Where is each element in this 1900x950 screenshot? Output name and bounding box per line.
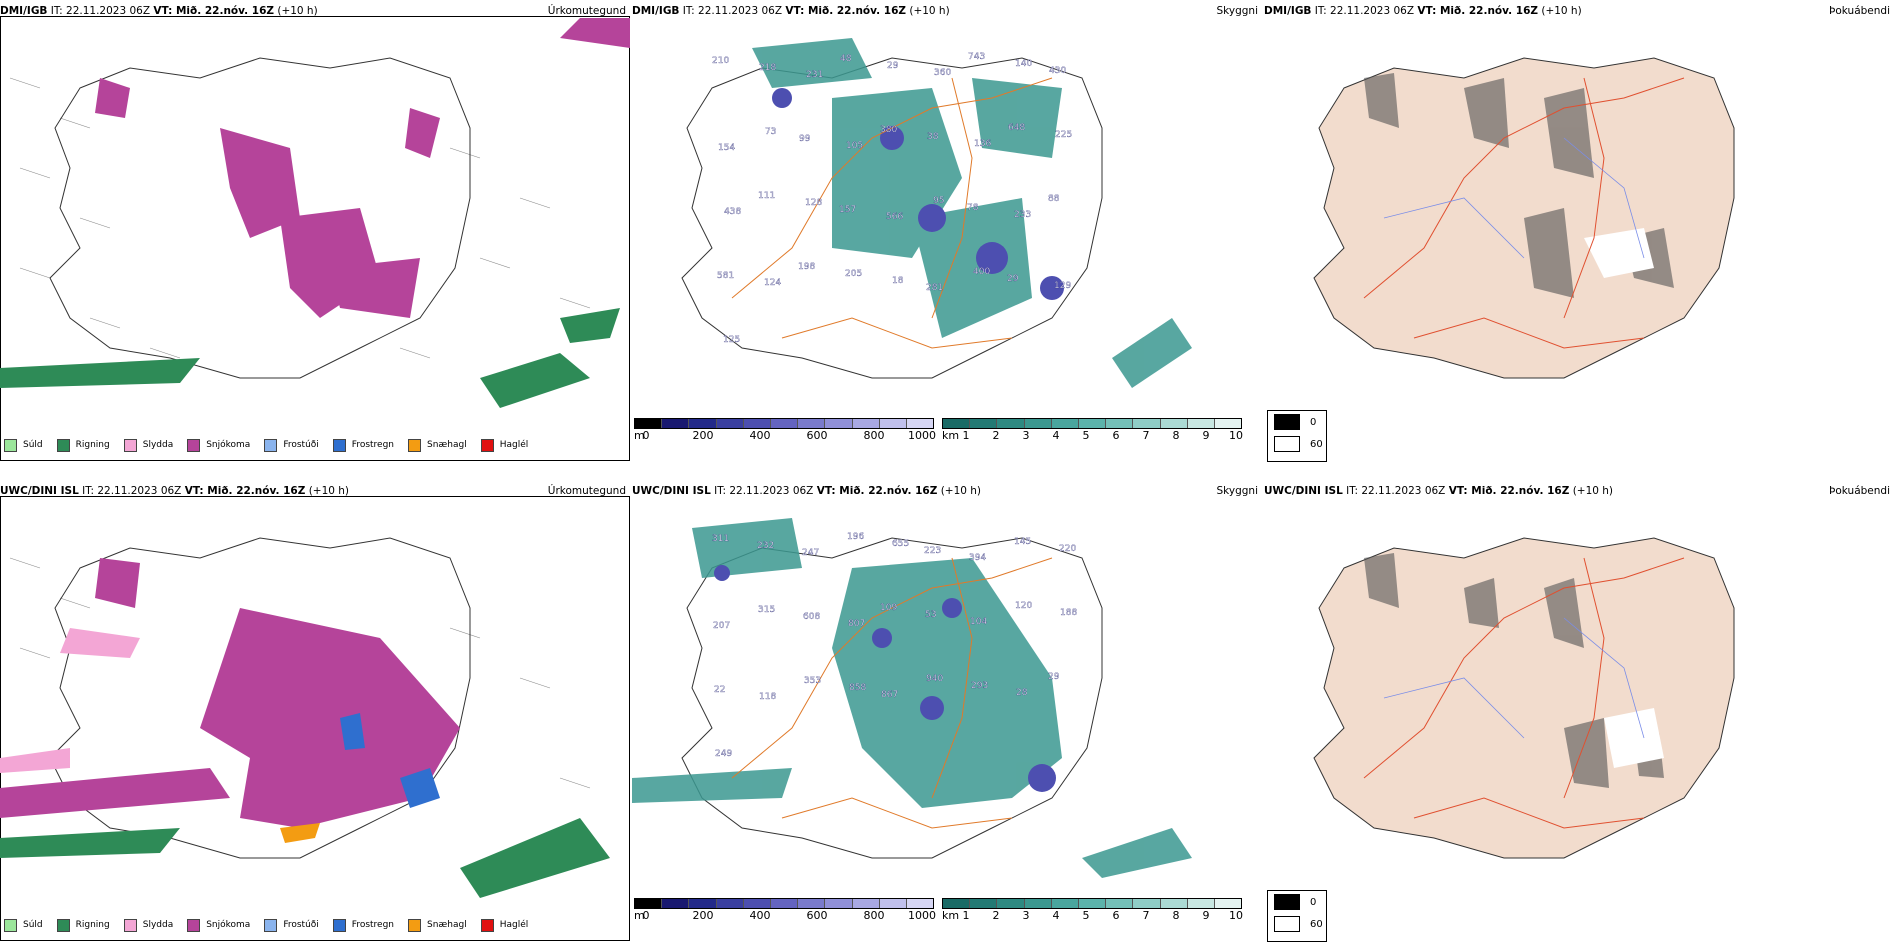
tick-label: 600 xyxy=(806,429,828,442)
panel-header: DMI/IGB IT: 22.11.2023 06Z VT: Mið. 22.n… xyxy=(1264,0,1894,22)
legend-item: Snjókoma xyxy=(187,918,250,932)
panel-title: Úrkomutegund xyxy=(547,5,626,17)
visibility-panel-bottom: UWC/DINI ISL IT: 22.11.2023 06Z VT: Mið.… xyxy=(632,480,1327,950)
precip-panel-bottom: UWC/DINI ISL IT: 22.11.2023 06Z VT: Mið.… xyxy=(0,480,630,950)
tick-label: 7 xyxy=(1142,909,1150,922)
tick-label: 6 xyxy=(1112,909,1120,922)
tick-label: 8 xyxy=(1172,909,1180,922)
tick-label: 3 xyxy=(1022,909,1030,922)
panel-header: DMI/IGB IT: 22.11.2023 06Z VT: Mið. 22.n… xyxy=(632,0,1262,22)
panel-header: DMI/IGB IT: 22.11.2023 06Z VT: Mið. 22.n… xyxy=(0,0,630,22)
tick-label: 7 xyxy=(1142,429,1150,442)
fog-map xyxy=(1313,537,1735,859)
panel-title: Úrkomutegund xyxy=(547,485,626,497)
tick-label: 8 xyxy=(1172,429,1180,442)
tick-label: 400 xyxy=(749,909,771,922)
legend-item: Haglél xyxy=(480,918,528,932)
elev-unit: m xyxy=(634,909,645,922)
precip-legend: Súld Rigning Slydda Snjókoma Frostúði Fr… xyxy=(4,434,542,456)
legend-item: Frostregn xyxy=(332,918,394,932)
legend-item: Frostúði xyxy=(264,918,319,932)
tick-label: 9 xyxy=(1202,909,1210,922)
vis-unit: km xyxy=(942,909,960,922)
tick-label: 10 xyxy=(1229,429,1243,442)
tick-label: 5 xyxy=(1082,909,1090,922)
tick-label: 10 xyxy=(1229,909,1243,922)
legend-item: Snæhagl xyxy=(408,438,467,452)
legend-item: Súld xyxy=(4,918,43,932)
tick-label: 1000 xyxy=(908,429,936,442)
legend-item: Snjókoma xyxy=(187,438,250,452)
precip-map xyxy=(0,18,630,408)
tick-label: 200 xyxy=(692,429,714,442)
fog-panel-bottom: UWC/DINI ISL IT: 22.11.2023 06Z VT: Mið.… xyxy=(1264,480,1894,950)
tick-label: 1 xyxy=(962,429,970,442)
visibility-map xyxy=(681,38,1192,388)
tick-label: 1000 xyxy=(908,909,936,922)
fog-legend: 0 60 xyxy=(1267,890,1327,942)
visibility-colorbar: km 1 2 3 4 5 6 7 8 9 10 xyxy=(942,898,1243,923)
legend-item: Slydda xyxy=(123,438,173,452)
panel-header: UWC/DINI ISL IT: 22.11.2023 06Z VT: Mið.… xyxy=(1264,480,1894,502)
panel-header: UWC/DINI ISL IT: 22.11.2023 06Z VT: Mið.… xyxy=(0,480,630,502)
elevation-colorbar: m 0 200 400 600 800 1000 xyxy=(634,898,936,923)
precip-legend: Súld Rigning Slydda Snjókoma Frostúði Fr… xyxy=(4,914,542,936)
tick-label: 800 xyxy=(863,909,885,922)
tick-label: 4 xyxy=(1052,909,1060,922)
tick-label: 400 xyxy=(749,429,771,442)
map-frame xyxy=(0,16,630,461)
tick-label: 200 xyxy=(692,909,714,922)
legend-item: Haglél xyxy=(480,438,528,452)
tick-label: 9 xyxy=(1202,429,1210,442)
tick-label: 0 xyxy=(642,909,650,922)
panel-header: UWC/DINI ISL IT: 22.11.2023 06Z VT: Mið.… xyxy=(632,480,1262,502)
panel-title: Þokuábendi xyxy=(1829,5,1890,17)
tick-label: 3 xyxy=(1022,429,1030,442)
map-frame xyxy=(0,496,630,941)
panel-title: Skyggni xyxy=(1216,5,1259,17)
tick-label: 4 xyxy=(1052,429,1060,442)
tick-label: 1 xyxy=(962,909,970,922)
legend-item: Slydda xyxy=(123,918,173,932)
tick-label: 0 xyxy=(642,429,650,442)
tick-label: 5 xyxy=(1082,429,1090,442)
visibility-colorbar: km 1 2 3 4 5 6 7 8 9 10 xyxy=(942,418,1243,443)
visibility-panel-top: DMI/IGB IT: 22.11.2023 06Z VT: Mið. 22.n… xyxy=(632,0,1327,470)
legend-item: Snæhagl xyxy=(408,918,467,932)
fog-panel-top: DMI/IGB IT: 22.11.2023 06Z VT: Mið. 22.n… xyxy=(1264,0,1894,470)
visibility-map xyxy=(632,518,1192,878)
tick-label: 2 xyxy=(992,429,1000,442)
tick-label: 800 xyxy=(863,429,885,442)
precip-panel-top: DMI/IGB IT: 22.11.2023 06Z VT: Mið. 22.n… xyxy=(0,0,630,470)
legend-item: Frostúði xyxy=(264,438,319,452)
precip-map xyxy=(0,537,610,898)
fog-legend: 0 60 xyxy=(1267,410,1327,462)
elevation-colorbar: m 0 200 400 600 800 1000 xyxy=(634,418,936,443)
legend-item: Súld xyxy=(4,438,43,452)
fog-map xyxy=(1313,57,1735,379)
tick-label: 2 xyxy=(992,909,1000,922)
vis-unit: km xyxy=(942,429,960,442)
tick-label: 6 xyxy=(1112,429,1120,442)
tick-label: 600 xyxy=(806,909,828,922)
legend-item: Frostregn xyxy=(332,438,394,452)
panel-title: Skyggni xyxy=(1216,485,1259,497)
panel-title: Þokuábendi xyxy=(1829,485,1890,497)
legend-item: Rigning xyxy=(56,438,110,452)
legend-item: Rigning xyxy=(56,918,110,932)
elev-unit: m xyxy=(634,429,645,442)
